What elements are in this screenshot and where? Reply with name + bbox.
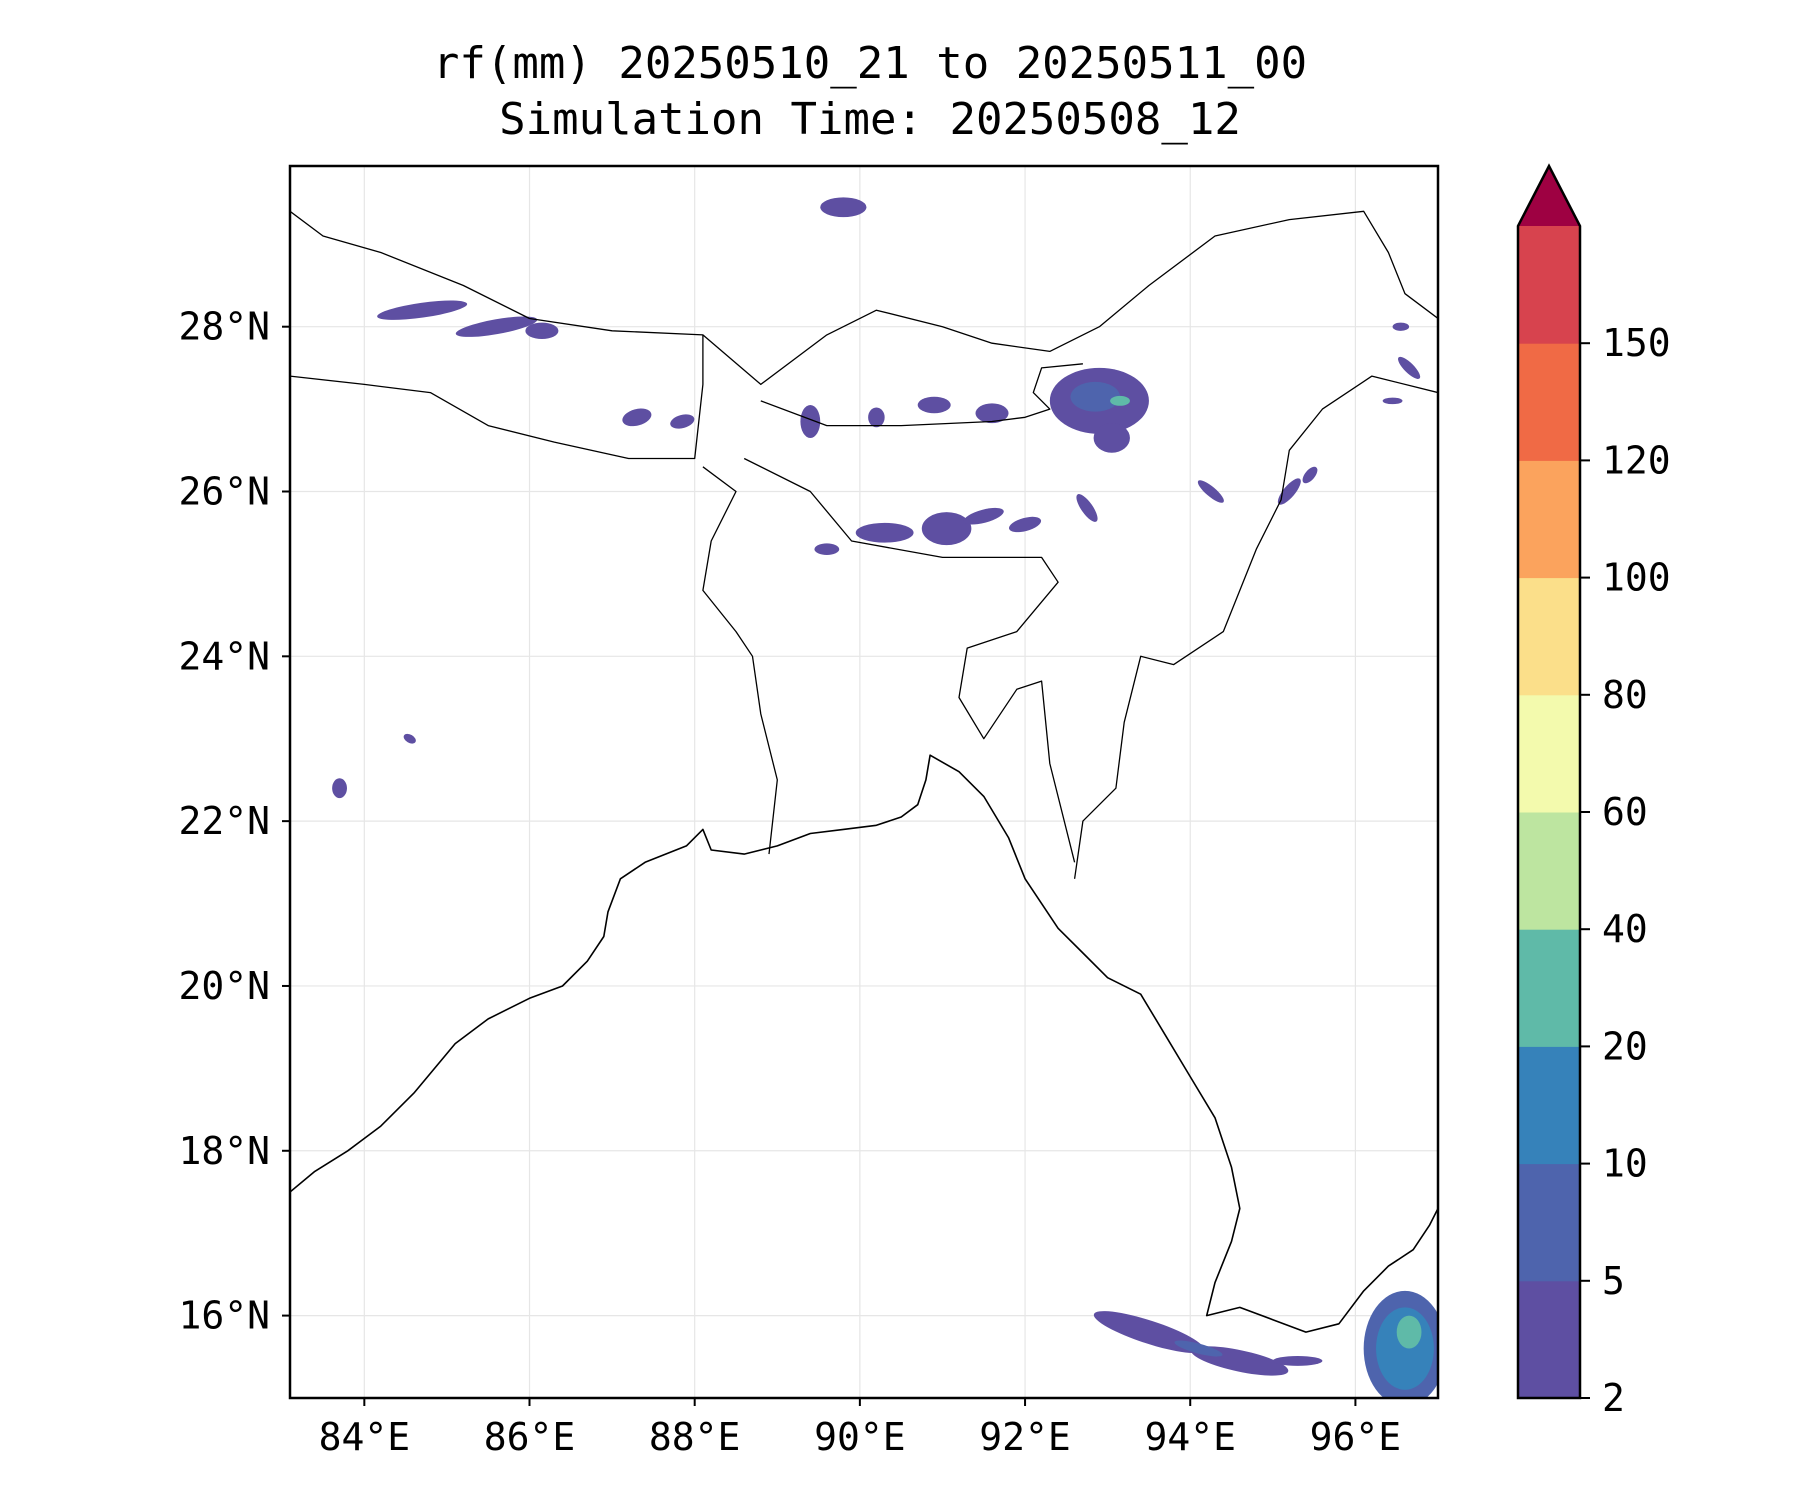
colorbar: 2 5 10 20 40 60 80 100 120 150 (1516, 163, 1671, 1420)
colorbar-segment (1518, 226, 1580, 344)
colorbar-segment (1518, 694, 1580, 813)
colorbar-tick-label: 120 (1602, 438, 1671, 482)
rain-patch (963, 507, 1004, 525)
rain-patch (1197, 480, 1224, 503)
title-line-1: rf(mm) 20250510_21 to 20250511_00 (432, 38, 1308, 89)
rain-patch (377, 300, 468, 320)
title-line-2: Simulation Time: 20250508_12 (499, 94, 1241, 145)
rain-patch (1302, 466, 1318, 484)
rain-patch (855, 522, 914, 543)
rain-patch (814, 543, 840, 555)
colorbar-tick-label: 60 (1602, 790, 1648, 834)
axis-ticks: 84°E 86°E 88°E 90°E 92°E 94°E 96°E 16°N 18°N 20°N… (178, 305, 1401, 1459)
x-tick-label: 84°E (319, 1415, 411, 1459)
x-tick-label: 86°E (484, 1415, 576, 1459)
y-tick-label: 22°N (178, 799, 270, 843)
colorbar-outline (1516, 163, 1582, 1400)
rain-patch (921, 512, 972, 546)
colorbar-segment (1518, 1163, 1580, 1282)
rain-patch (820, 197, 867, 218)
colorbar-segment (1518, 1046, 1580, 1165)
coastline-layer (290, 210, 1438, 1333)
colorbar-tick-label: 10 (1602, 1142, 1648, 1186)
rain-patch (1093, 423, 1130, 453)
colorbar-extend-arrow (1518, 166, 1580, 226)
rainfall-layer (332, 197, 1438, 1398)
colorbar-tick-label: 2 (1602, 1376, 1625, 1420)
rain-patch (975, 403, 1009, 424)
y-tick-label: 18°N (178, 1129, 270, 1173)
rain-patch (1398, 356, 1421, 379)
rain-patch (868, 407, 885, 428)
rain-patch (525, 322, 559, 340)
rain-patch (1277, 478, 1301, 505)
x-tick-label: 90°E (814, 1415, 906, 1459)
rain-patch (670, 414, 695, 429)
plot-frame (288, 164, 1440, 1400)
y-tick-label: 16°N (178, 1294, 270, 1338)
rain-patch (1076, 494, 1098, 522)
country-border (702, 466, 778, 855)
colorbar-segment (1518, 812, 1580, 930)
colorbar-tick-label: 5 (1602, 1259, 1625, 1303)
rain-patch (622, 408, 652, 427)
country-border (290, 334, 704, 460)
rain-patch (917, 396, 951, 414)
country-border (760, 363, 1083, 427)
y-tick-label: 24°N (178, 634, 270, 678)
rain-patch (403, 733, 416, 744)
rain-patch (1272, 1355, 1323, 1366)
country-border (743, 457, 1076, 863)
rain-patch (1396, 1315, 1422, 1349)
rain-patch (1070, 381, 1121, 412)
colorbar-tick-label: 80 (1602, 673, 1648, 717)
country-border (1073, 375, 1438, 879)
rain-patch (332, 778, 347, 799)
colorbar-tick-label: 40 (1602, 907, 1648, 951)
x-tick-label: 96°E (1310, 1415, 1402, 1459)
rain-patch (1110, 395, 1130, 406)
colorbar-segment (1518, 1280, 1580, 1399)
colorbar-tick-label: 100 (1602, 556, 1671, 600)
rain-patch (455, 316, 538, 337)
colorbar-tick-label: 150 (1602, 321, 1671, 365)
y-tick-label: 28°N (178, 305, 270, 349)
x-tick-label: 88°E (649, 1415, 741, 1459)
rain-patch (1392, 322, 1410, 331)
y-tick-label: 20°N (178, 964, 270, 1008)
rain-patch (1174, 1340, 1223, 1357)
colorbar-tick-label: 20 (1602, 1024, 1648, 1068)
y-tick-label: 26°N (178, 470, 270, 514)
gridlines (290, 166, 1438, 1398)
rain-patch (800, 404, 821, 438)
country-border (290, 210, 1438, 386)
colorbar-segment (1518, 460, 1580, 579)
x-tick-label: 94°E (1144, 1415, 1236, 1459)
colorbar-segment (1518, 577, 1580, 696)
rain-patch (1009, 516, 1042, 533)
x-tick-label: 92°E (979, 1415, 1071, 1459)
rain-patch (1382, 397, 1403, 405)
coastline (290, 754, 1438, 1333)
colorbar-segment (1518, 343, 1580, 461)
colorbar-segment (1518, 929, 1580, 1047)
